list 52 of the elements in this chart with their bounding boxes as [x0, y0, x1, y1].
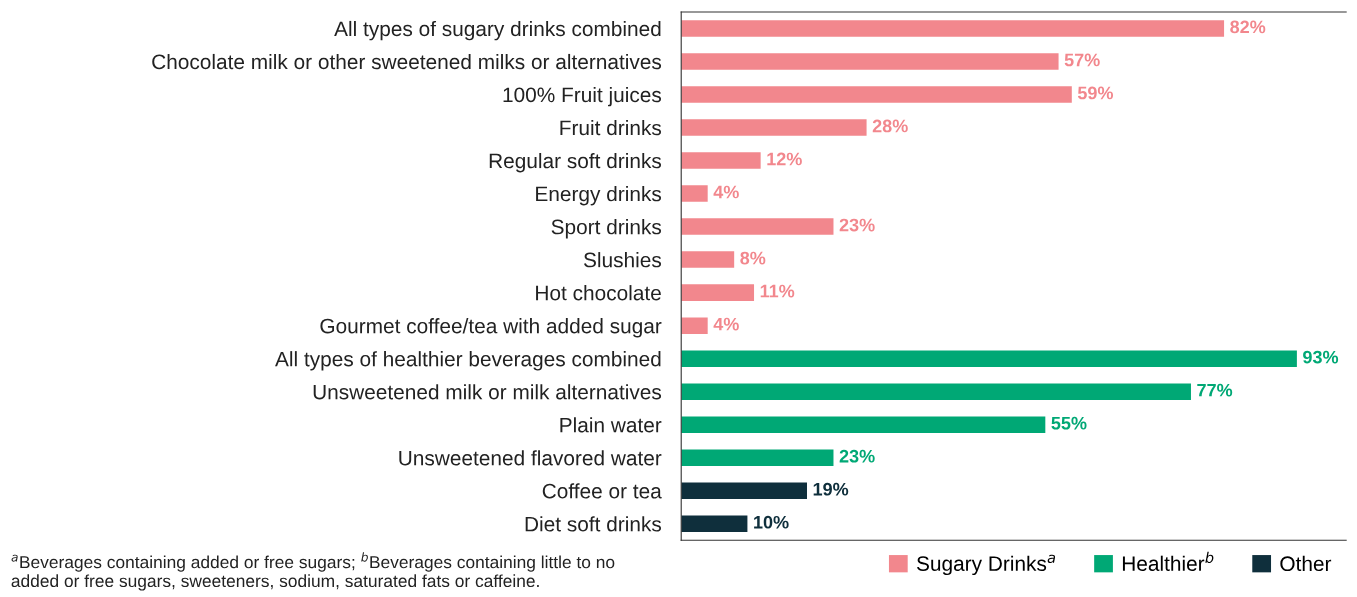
bar [681, 317, 708, 334]
data-label: 19% [813, 482, 849, 496]
y-tick-label: Gourmet coffee/tea with added sugar [320, 318, 662, 338]
bar [681, 416, 1046, 433]
y-tick-label: All types of healthier beverages combined [275, 351, 661, 371]
data-label: 12% [767, 152, 802, 166]
y-tick-label: Regular soft drinks [489, 152, 662, 173]
bar [681, 20, 1225, 37]
data-label: 82% [1230, 20, 1266, 34]
y-tick-label: Chocolate milk or other sweetened milks or alternatives [152, 53, 662, 70]
y-tick-label: Unsweetened flavored water [399, 450, 662, 466]
y-tick-label: All types of sugary drinks combined [334, 20, 661, 41]
data-label: 93% [1303, 350, 1339, 364]
bar [681, 350, 1297, 367]
bar [681, 383, 1191, 400]
y-tick-label: Coffee or tea [542, 483, 662, 499]
data-label: 8% [740, 251, 766, 265]
y-tick-label: Slushies [583, 252, 662, 268]
data-label: 10% [754, 515, 789, 529]
data-label: 28% [872, 119, 908, 133]
bar [681, 152, 761, 169]
text: $^{a}$Beverages containing added or free sugars; $^{b}$Beverages containing little to no added or free sugars, sweeteners, sodium, saturated fats or caffeine. [11, 552, 615, 591]
y-tick-label: Plain water [560, 417, 662, 433]
y-tick-label: Diet soft drinks [525, 516, 662, 532]
data-label: 23% [839, 449, 875, 463]
bar [681, 185, 708, 202]
bar [681, 515, 748, 533]
legend-label: Other [1280, 555, 1332, 572]
bar [681, 251, 735, 268]
y-tick-label: Energy drinks [536, 186, 662, 206]
bar [681, 449, 834, 466]
legend-label: Sugary Drinks$^{a}$ [916, 554, 1056, 576]
bar [681, 53, 1059, 70]
bar [681, 284, 755, 301]
legend-label: Healthier$^{b}$ [1122, 551, 1214, 571]
y-tick-label: Unsweetened milk or milk alternatives [313, 384, 662, 400]
data-label: 23% [839, 218, 875, 232]
data-label: 59% [1077, 86, 1114, 100]
data-label: 57% [1064, 53, 1100, 67]
y-tick-label: Hot chocolate [536, 285, 661, 301]
y-tick-label: Sport drinks [551, 219, 662, 239]
data-label: 77% [1197, 383, 1233, 397]
bar [681, 218, 834, 235]
bar [681, 482, 807, 500]
bar [681, 119, 867, 136]
data-label: 11% [760, 284, 795, 298]
data-label: 4% [713, 185, 739, 199]
data-label: 4% [713, 317, 739, 331]
y-tick-label: 100% Fruit juices [503, 86, 662, 107]
y-tick-label: Fruit drinks [560, 119, 662, 136]
data-label: 55% [1051, 416, 1087, 430]
bar [681, 86, 1072, 103]
